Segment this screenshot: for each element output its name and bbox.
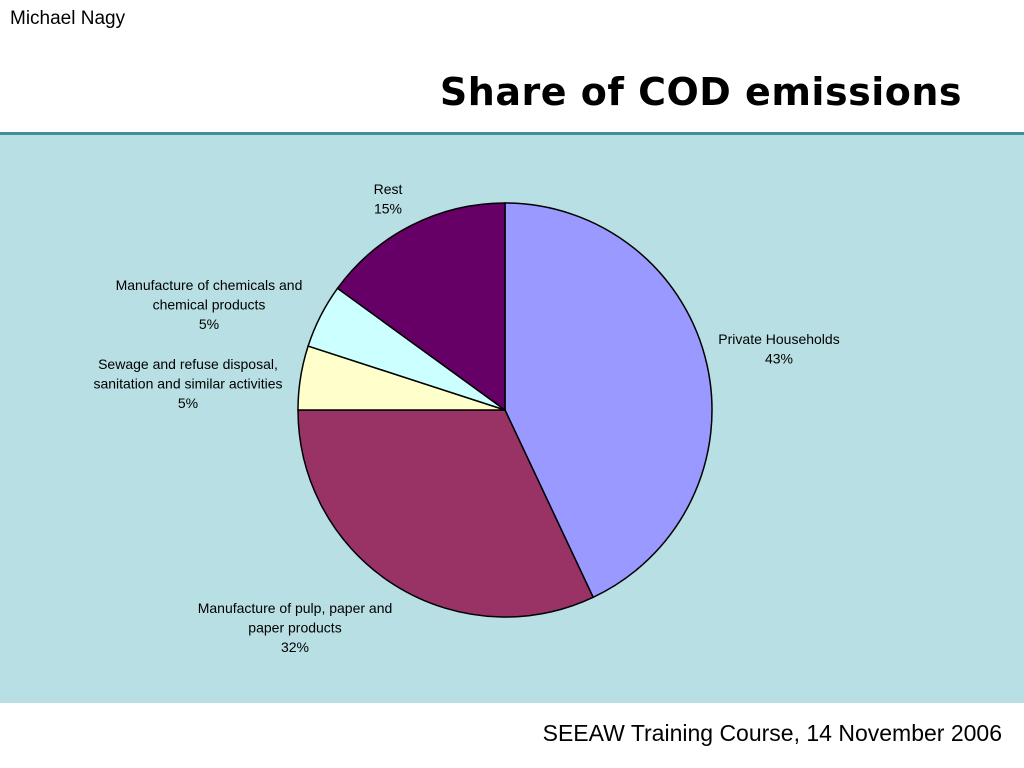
slice-label-4: Rest 15%: [374, 181, 403, 217]
author-name: Michael Nagy: [10, 8, 126, 29]
slice-label-2: Sewage and refuse disposal, sanitation an…: [93, 356, 282, 411]
pie-slice-0: [504, 202, 713, 599]
pie-slice-1: [297, 409, 595, 618]
page-title: Share of COD emissions: [439, 70, 962, 114]
header-divider: [0, 132, 1024, 135]
chart-panel: Private Households 43% Manufacture of pulp…: [0, 135, 1024, 703]
footer-text: SEEAW Training Course, 14 November 2006: [542, 720, 1002, 746]
slice-label-0: Private Households 43%: [718, 331, 839, 367]
pie-chart: Private Households 43% Manufacture of pulp…: [93, 181, 839, 655]
slice-label-1: Manufacture of pulp, paper and paper prod…: [198, 600, 393, 655]
pie-slice-4: [336, 202, 506, 412]
slice-label-3: Manufacture of chemicals and chemical pro…: [116, 277, 303, 332]
